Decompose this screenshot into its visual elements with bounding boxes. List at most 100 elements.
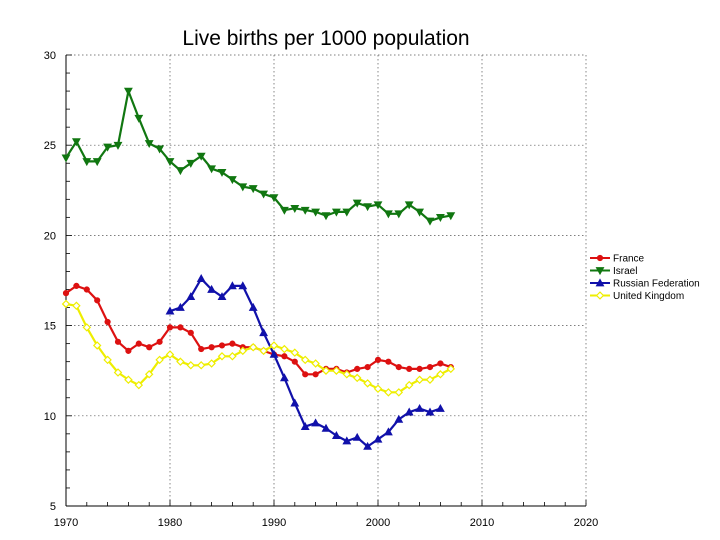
data-point-united-kingdom-1973 [92,341,102,350]
data-point-united-kingdom-1981 [176,357,185,366]
data-point-united-kingdom-1972 [82,323,92,332]
data-point-israel-1998 [352,199,362,208]
data-point-russian-federation-2002 [394,414,404,423]
data-point-france-2005 [426,363,434,371]
data-point-russian-federation-1985 [217,292,227,301]
data-point-israel-1979 [155,145,165,154]
series-france [62,282,454,378]
legend-entry-israel: Israel [590,266,637,277]
data-point-france-1978 [146,344,153,351]
legend-entry-france: France [590,254,645,265]
data-point-israel-2000 [373,201,383,210]
data-point-russian-federation-1987 [238,281,248,290]
data-point-russian-federation-1998 [352,432,362,441]
data-point-russian-federation-1992 [290,398,300,407]
data-point-israel-1978 [144,140,154,149]
data-point-israel-1983 [196,152,206,161]
series-united-kingdom [61,299,456,397]
data-point-russian-federation-1981 [175,302,185,311]
data-point-united-kingdom-1989 [259,346,268,356]
y-tick-label-25: 25 [44,140,56,152]
data-point-united-kingdom-2006 [436,370,445,379]
data-point-united-kingdom-1976 [124,375,133,384]
data-point-israel-2006 [435,214,445,222]
data-point-united-kingdom-2004 [415,375,424,384]
data-point-united-kingdom-1970 [61,299,71,309]
data-point-israel-1977 [134,114,144,123]
data-point-united-kingdom-1987 [238,346,248,356]
data-point-france-1973 [94,297,101,304]
data-point-france-1977 [135,340,142,347]
data-point-russian-federation-1997 [342,436,352,445]
data-point-united-kingdom-1978 [144,370,154,379]
data-point-united-kingdom-2001 [384,388,393,397]
data-point-israel-1996 [331,208,341,217]
data-point-russian-federation-1999 [363,441,373,450]
data-point-israel-1988 [248,185,258,194]
data-point-france-1971 [73,282,80,290]
data-point-france-1983 [198,345,205,353]
data-point-russian-federation-1993 [300,421,310,430]
data-point-france-2000 [374,356,382,363]
legend-swatch-marker [595,267,605,276]
data-point-russian-federation-2000 [373,434,383,443]
legend-label: France [613,254,645,265]
data-point-israel-1993 [300,206,310,215]
data-point-israel-1980 [165,158,175,167]
data-point-united-kingdom-1979 [155,355,164,365]
y-tick-label-10: 10 [44,411,56,423]
legend-swatch-marker [595,291,605,300]
data-point-france-1980 [166,324,174,331]
data-point-united-kingdom-1998 [352,373,362,383]
data-point-israel-1976 [123,87,133,96]
data-point-united-kingdom-1984 [207,359,216,368]
data-point-france-1972 [83,286,90,293]
x-tick-label-2020: 2020 [574,517,598,529]
data-point-israel-1989 [259,190,269,199]
data-point-israel-2002 [394,210,404,219]
data-point-russian-federation-2005 [425,407,435,416]
data-point-israel-2007 [446,212,456,221]
data-point-france-1999 [364,363,371,371]
y-tick-label-30: 30 [44,50,56,62]
data-point-israel-1970 [61,154,71,163]
data-point-united-kingdom-1994 [311,359,320,368]
data-point-united-kingdom-2005 [425,375,435,384]
data-point-israel-1987 [238,183,248,192]
legend-label: United Kingdom [613,291,684,302]
data-point-france-1976 [125,347,132,354]
data-point-france-1984 [208,344,215,351]
axes [65,54,587,507]
data-point-israel-1995 [321,212,331,221]
data-point-israel-2001 [383,210,393,219]
legend-swatch-marker [596,254,604,262]
data-point-united-kingdom-1999 [363,379,372,388]
data-point-united-kingdom-1997 [342,370,352,379]
data-point-france-1974 [104,318,111,326]
data-point-france-1991 [281,353,288,360]
data-point-israel-1975 [113,141,123,150]
data-point-united-kingdom-1993 [300,355,310,365]
data-point-israel-1973 [92,158,102,167]
data-point-united-kingdom-1991 [280,344,289,354]
data-point-united-kingdom-1974 [103,355,112,365]
data-point-israel-1992 [290,205,300,213]
y-tick-label-20: 20 [44,230,56,242]
data-point-russian-federation-2001 [383,427,393,436]
data-point-united-kingdom-1992 [290,348,300,357]
tick-labels: 5 10 15 20 25 30 1970 1980 1990 2000 2010 2020 [44,50,598,529]
data-point-israel-1986 [227,176,237,185]
series-line-israel [65,89,451,223]
data-point-france-1992 [291,358,298,365]
data-point-france-2001 [385,358,392,365]
data-point-france-1982 [187,329,194,336]
data-point-united-kingdom-2007 [446,364,456,374]
data-point-france-2006 [437,360,444,367]
data-point-france-1993 [302,371,309,378]
data-point-united-kingdom-2002 [394,388,404,397]
data-point-france-1998 [354,365,361,372]
legend-swatch-marker [595,278,605,287]
chart-title: Live births per 1000 population [182,27,469,50]
x-tick-label-1970: 1970 [54,517,78,529]
data-point-russian-federation-2003 [404,407,414,416]
